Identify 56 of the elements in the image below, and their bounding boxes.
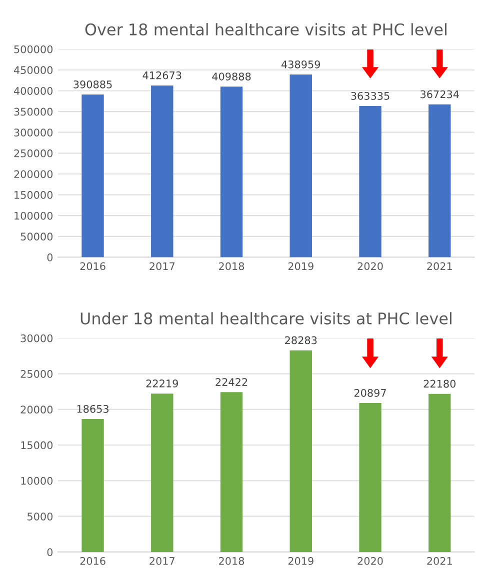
x-tick-label: 2016 bbox=[80, 557, 106, 565]
bar bbox=[359, 403, 382, 552]
y-tick-label: 450000 bbox=[14, 66, 53, 74]
y-tick-label: 350000 bbox=[14, 108, 53, 116]
y-tick-label: 25000 bbox=[20, 370, 53, 378]
chart-title: Under 18 mental healthcare visits at PHC level bbox=[80, 312, 452, 324]
x-tick-label: 2021 bbox=[427, 262, 452, 270]
bar bbox=[428, 104, 451, 258]
x-tick-label: 2020 bbox=[358, 557, 383, 565]
x-tick-label: 2016 bbox=[80, 262, 106, 270]
y-tick-label: 5000 bbox=[28, 512, 53, 520]
bar bbox=[82, 419, 104, 552]
x-tick-label: 2017 bbox=[150, 557, 175, 565]
bar bbox=[290, 74, 312, 258]
data-label: 22422 bbox=[216, 378, 248, 386]
y-tick-label: 15000 bbox=[21, 441, 53, 450]
y-tick-label: 250000 bbox=[14, 149, 53, 158]
data-label: 438959 bbox=[282, 60, 320, 68]
bar bbox=[151, 85, 174, 258]
x-tick-label: 2021 bbox=[427, 557, 452, 565]
data-label: 412673 bbox=[142, 71, 182, 80]
y-tick-label: 150000 bbox=[14, 191, 53, 199]
y-tick-label: 20000 bbox=[20, 406, 53, 414]
y-tick-label: 100000 bbox=[14, 212, 53, 220]
y-tick-label: 10000 bbox=[21, 476, 53, 485]
bar bbox=[220, 86, 243, 258]
data-label: 390885 bbox=[74, 80, 112, 88]
x-tick-label: 2019 bbox=[288, 557, 314, 565]
y-tick-label: 0 bbox=[47, 548, 53, 556]
x-tick-label: 2020 bbox=[358, 262, 383, 270]
chart-title: Over 18 mental healthcare visits at PHC level bbox=[85, 23, 446, 36]
data-label: 22180 bbox=[424, 380, 456, 388]
x-tick-label: 2019 bbox=[288, 262, 314, 270]
bar bbox=[220, 392, 243, 552]
data-label: 409888 bbox=[212, 72, 251, 80]
data-label: 363335 bbox=[351, 92, 390, 100]
y-tick-label: 400000 bbox=[14, 86, 53, 95]
data-label: 22219 bbox=[146, 380, 178, 388]
data-label: 20897 bbox=[354, 388, 386, 397]
bar bbox=[290, 350, 312, 552]
bar bbox=[151, 394, 174, 552]
y-tick-label: 300000 bbox=[14, 128, 53, 136]
x-tick-label: 2018 bbox=[219, 557, 244, 565]
y-tick-label: 50000 bbox=[20, 232, 53, 241]
y-tick-label: 0 bbox=[47, 253, 53, 262]
y-tick-label: 200000 bbox=[14, 170, 53, 178]
x-tick-label: 2017 bbox=[150, 262, 175, 270]
x-tick-label: 2018 bbox=[219, 262, 244, 270]
data-label: 18653 bbox=[77, 404, 108, 413]
bar bbox=[82, 94, 104, 258]
y-tick-label: 500000 bbox=[14, 45, 53, 54]
bar bbox=[428, 394, 451, 552]
y-tick-label: 30000 bbox=[20, 334, 53, 342]
bar bbox=[359, 106, 382, 258]
data-label: 28283 bbox=[285, 336, 317, 344]
data-label: 367234 bbox=[420, 90, 459, 98]
